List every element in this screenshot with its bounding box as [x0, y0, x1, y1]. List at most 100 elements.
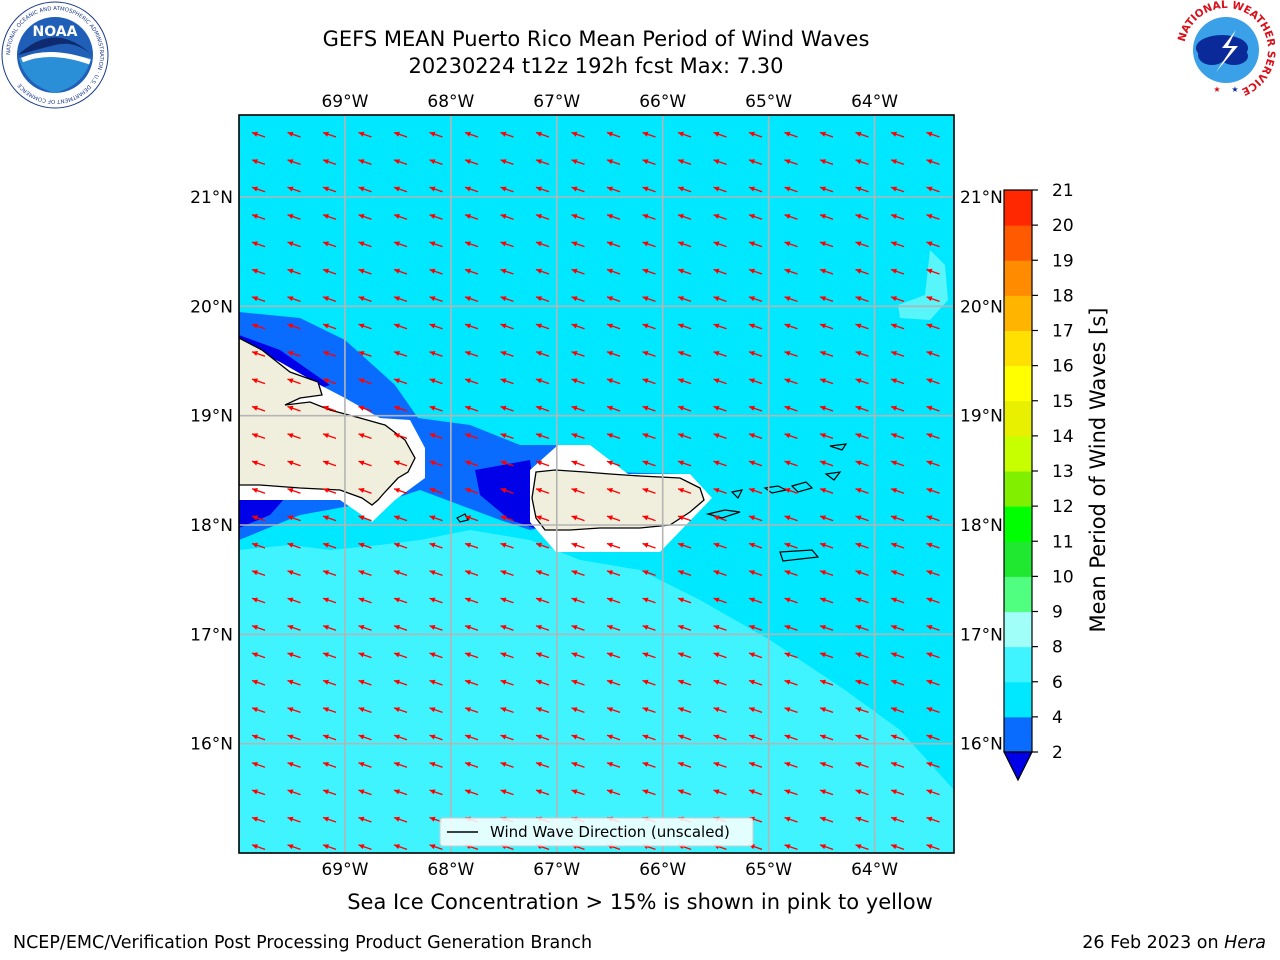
x-tick-label-bottom: 65°W	[745, 860, 792, 880]
wave-arrow	[748, 679, 763, 686]
wave-arrow	[606, 460, 621, 467]
wave-arrow	[713, 597, 727, 604]
wave-arrow	[926, 488, 940, 494]
wave-arrow	[784, 570, 798, 577]
wave-arrow	[393, 405, 408, 412]
wave-arrow	[535, 542, 550, 549]
wave-arrow	[464, 652, 479, 659]
wave-arrow	[748, 734, 763, 741]
wave-arrow	[890, 515, 905, 522]
wave-arrow	[429, 515, 443, 522]
wave-arrow	[855, 597, 869, 604]
colorbar-segment	[1004, 435, 1032, 472]
wave-arrow	[322, 241, 337, 248]
wave-arrow	[429, 844, 443, 851]
wave-arrow	[429, 652, 443, 659]
wave-arrow	[606, 734, 621, 741]
wave-arrow	[677, 707, 692, 714]
wave-arrow	[464, 488, 479, 494]
wave-arrow	[500, 405, 514, 412]
wave-arrow	[890, 679, 905, 686]
wave-arrow	[713, 433, 727, 440]
wave-arrow	[287, 323, 301, 330]
svg-text:★: ★	[1231, 85, 1238, 94]
wave-arrow	[819, 268, 834, 275]
wave-arrow	[251, 296, 266, 303]
wave-arrow	[677, 323, 692, 330]
wave-arrow	[677, 625, 692, 631]
wave-arrow	[748, 460, 763, 467]
wave-arrow	[926, 844, 940, 851]
wave-arrow	[251, 159, 266, 166]
wave-arrow	[322, 405, 337, 412]
wave-arrow	[393, 734, 408, 741]
wave-arrow	[393, 762, 408, 768]
wave-arrow	[926, 351, 940, 357]
wave-arrow	[748, 323, 763, 330]
wave-arrow	[748, 241, 763, 248]
wave-arrow	[748, 762, 763, 768]
colorbar-segment	[1004, 541, 1032, 577]
wave-arrow	[855, 707, 869, 714]
wave-arrow	[429, 488, 443, 494]
wave-arrow	[322, 323, 337, 330]
wave-arrow	[819, 625, 834, 631]
wave-arrow	[393, 323, 408, 330]
hispaniola-coast	[239, 337, 416, 506]
wave-arrow	[819, 844, 834, 851]
wave-arrow	[322, 186, 337, 193]
wave-arrow	[287, 351, 301, 357]
map-area	[239, 115, 954, 853]
wave-arrow	[358, 844, 372, 851]
x-tick-label-top: 67°W	[533, 92, 580, 112]
wave-arrow	[571, 679, 585, 686]
wave-arrow	[677, 159, 692, 166]
wave-arrow	[713, 351, 727, 357]
wave-arrow	[819, 433, 834, 440]
wave-arrow	[500, 488, 514, 494]
wave-arrow	[322, 159, 337, 166]
wave-arrow	[890, 789, 905, 796]
wave-arrow	[358, 214, 372, 220]
wave-arrow	[713, 679, 727, 686]
wave-arrow	[606, 515, 621, 522]
wave-arrow	[287, 679, 301, 686]
x-tick-label-top: 66°W	[639, 92, 686, 112]
wave-arrow	[287, 844, 301, 851]
wave-arrow	[890, 131, 905, 138]
wave-arrow	[713, 570, 727, 577]
wave-arrow	[748, 625, 763, 631]
wave-arrow	[855, 323, 869, 330]
colorbar-tick-label: 12	[1052, 497, 1074, 517]
wave-arrow	[713, 734, 727, 741]
colorbar-tick-label: 16	[1052, 357, 1074, 377]
wave-arrow	[642, 405, 656, 412]
wave-arrow	[606, 570, 621, 577]
colorbar-tick-label: 6	[1052, 673, 1063, 693]
colorbar-segment	[1004, 295, 1032, 331]
wave-arrow	[287, 186, 301, 193]
wave-arrow	[287, 214, 301, 220]
wave-arrow	[784, 844, 798, 851]
x-tick-label-top: 69°W	[321, 92, 368, 112]
wave-arrow	[926, 734, 940, 741]
wave-arrow	[784, 679, 798, 686]
wave-arrow	[535, 268, 550, 275]
wave-arrow	[855, 844, 869, 851]
wave-arrow	[784, 542, 798, 549]
wave-arrow	[713, 378, 727, 385]
wave-arrow	[713, 515, 727, 522]
wave-arrow	[571, 734, 585, 741]
wave-arrow	[784, 816, 798, 823]
wave-arrow	[251, 378, 266, 385]
wave-arrow	[748, 542, 763, 549]
wave-arrow	[287, 378, 301, 385]
wave-arrow	[500, 186, 514, 193]
wave-arrow	[926, 405, 940, 412]
wave-arrow	[251, 625, 266, 631]
wave-arrow	[393, 570, 408, 577]
wave-arrow	[322, 816, 337, 823]
wave-arrow	[606, 789, 621, 796]
wave-arrow	[500, 762, 514, 768]
wave-arrow	[926, 241, 940, 248]
